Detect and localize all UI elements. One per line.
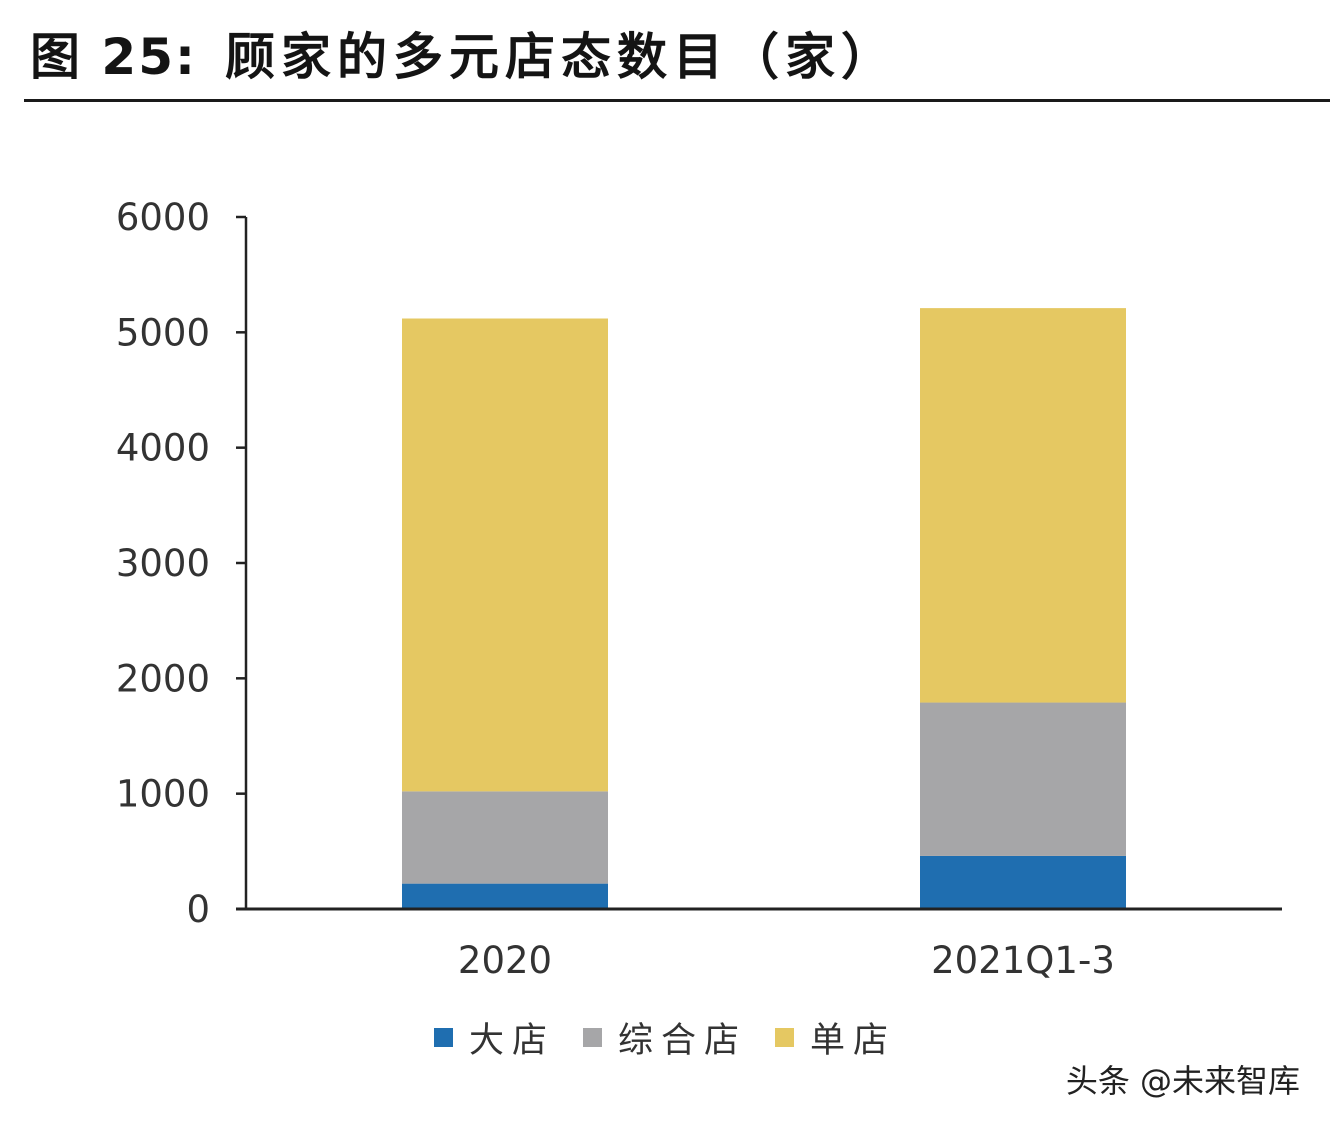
legend-swatch	[582, 1028, 602, 1047]
y-tick-label: 4000	[116, 427, 210, 470]
y-tick-label: 6000	[116, 196, 210, 239]
legend-swatch	[433, 1028, 453, 1047]
figure-title: 顾家的多元店态数目（家）	[224, 27, 897, 86]
y-tick-label: 5000	[116, 311, 210, 354]
x-category-label: 2020	[458, 939, 552, 982]
watermark: 头条 @未来智库	[1065, 1062, 1300, 1100]
y-tick-label: 0	[186, 888, 210, 931]
legend-label: 大店	[468, 1021, 555, 1061]
bar-segment	[402, 791, 608, 884]
bar-segment	[402, 883, 608, 909]
y-tick-label: 3000	[116, 542, 210, 585]
y-tick-label: 2000	[116, 657, 210, 700]
header-rule	[24, 99, 1330, 102]
legend-item: 大店	[433, 1012, 555, 1063]
figure-number: 图 25:	[30, 28, 197, 86]
legend-item: 综合店	[582, 1012, 747, 1063]
figure-header: 图 25: 顾家的多元店态数目（家）	[30, 22, 897, 92]
legend-label: 单店	[810, 1021, 897, 1061]
stacked-bar-chart: 0 1000 2000 3000 4000 5000 6000 2020 2021Q1-3	[116, 196, 1282, 982]
bar-segment	[920, 702, 1126, 856]
legend-label: 综合店	[617, 1021, 747, 1061]
bar-segment	[920, 308, 1126, 703]
bar-segment	[402, 318, 608, 792]
legend-item: 单店	[775, 1012, 896, 1063]
bar-segment	[920, 855, 1126, 909]
chart-legend: 大店 综合店 单店	[0, 1012, 1330, 1063]
y-tick-label: 1000	[116, 773, 210, 816]
legend-swatch	[775, 1028, 794, 1047]
x-category-label: 2021Q1-3	[931, 939, 1115, 982]
